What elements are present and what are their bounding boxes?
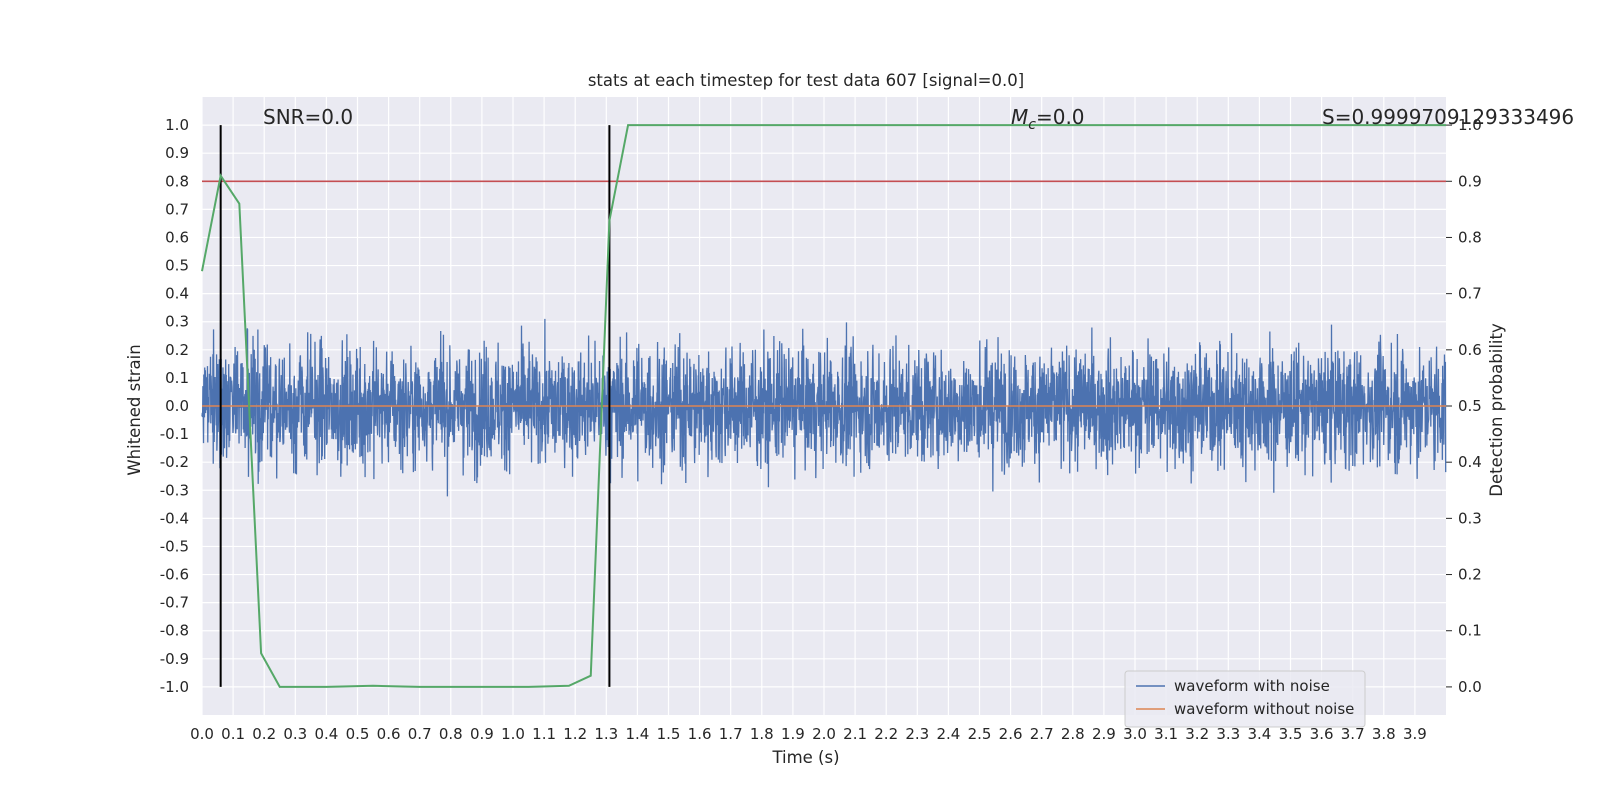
y-tick-label: 0.6 bbox=[165, 228, 189, 246]
x-tick-label: 2.6 bbox=[999, 725, 1023, 743]
legend: waveform with noise waveform without noi… bbox=[1124, 670, 1366, 728]
y-tick-label: -0.9 bbox=[160, 650, 189, 668]
y2-tick-label: 0.5 bbox=[1458, 397, 1482, 415]
y-tick-label: 0.4 bbox=[165, 285, 189, 303]
y-tick-label: -0.8 bbox=[160, 622, 189, 640]
x-tick-label: 3.9 bbox=[1403, 725, 1427, 743]
snr-annotation: SNR=0.0 bbox=[263, 105, 353, 129]
x-tick-label: 1.2 bbox=[563, 725, 587, 743]
y-tick-label: 0.0 bbox=[165, 397, 189, 415]
y-tick-label: -0.6 bbox=[160, 566, 189, 584]
y2-tick-label: 1.0 bbox=[1458, 116, 1482, 134]
y-tick-label: 0.2 bbox=[165, 341, 189, 359]
series-detection-probability bbox=[201, 124, 1446, 688]
mc-symbol: M bbox=[1011, 105, 1028, 129]
y-tick-label: 0.9 bbox=[165, 144, 189, 162]
x-tick-label: 2.8 bbox=[1061, 725, 1085, 743]
y-tick-label: -0.2 bbox=[160, 453, 189, 471]
y2-tick-label: 0.9 bbox=[1458, 172, 1482, 190]
chart-title: stats at each timestep for test data 607… bbox=[588, 71, 1024, 90]
legend-label-noise: waveform with noise bbox=[1174, 677, 1330, 695]
x-tick-label: 1.9 bbox=[781, 725, 805, 743]
x-tick-label: 3.3 bbox=[1216, 725, 1240, 743]
series-layer bbox=[201, 124, 1447, 688]
y-tick-label: 0.1 bbox=[165, 369, 189, 387]
x-tick-label: 3.5 bbox=[1279, 725, 1303, 743]
x-tick-label: 2.5 bbox=[968, 725, 992, 743]
mc-annotation: Mc=0.0 bbox=[1011, 105, 1085, 133]
x-tick-label: 0.5 bbox=[346, 725, 370, 743]
x-tick-label: 2.9 bbox=[1092, 725, 1116, 743]
y-tick-label: -0.4 bbox=[160, 509, 189, 527]
x-tick-label: 1.0 bbox=[501, 725, 525, 743]
y-tick-label: 0.5 bbox=[165, 257, 189, 275]
x-axis: 0.0 0.1 0.2 0.3 0.4 0.5 0.6 0.7 0.8 0.9 1.0 1.1 1.2 1… bbox=[190, 725, 1427, 743]
y-tick-label: 0.8 bbox=[165, 172, 189, 190]
x-tick-label: 0.0 bbox=[190, 725, 214, 743]
y-tick-label: 0.7 bbox=[165, 200, 189, 218]
y2-tick-label: 0.6 bbox=[1458, 341, 1482, 359]
x-tick-label: 1.5 bbox=[657, 725, 681, 743]
x-tick-label: 2.2 bbox=[874, 725, 898, 743]
y2-axis-label: Detection probability bbox=[1487, 323, 1506, 497]
x-tick-label: 2.3 bbox=[905, 725, 929, 743]
y-tick-label: -0.7 bbox=[160, 594, 189, 612]
y2-tick-label: 0.7 bbox=[1458, 285, 1482, 303]
x-tick-label: 0.3 bbox=[283, 725, 307, 743]
x-tick-label: 3.4 bbox=[1247, 725, 1271, 743]
y-tick-label: -0.3 bbox=[160, 481, 189, 499]
x-axis-label: Time (s) bbox=[771, 748, 839, 767]
y-tick-label: 1.0 bbox=[165, 116, 189, 134]
x-tick-label: 1.6 bbox=[688, 725, 712, 743]
legend-label-clean: waveform without noise bbox=[1174, 700, 1354, 718]
x-tick-label: 1.3 bbox=[594, 725, 618, 743]
x-tick-label: 0.1 bbox=[221, 725, 245, 743]
x-tick-label: 1.7 bbox=[719, 725, 743, 743]
y2-tick-label: 0.2 bbox=[1458, 566, 1482, 584]
s-annotation: S=0.9999709129333496 bbox=[1322, 105, 1574, 129]
x-tick-label: 0.6 bbox=[377, 725, 401, 743]
mc-subscript: c bbox=[1028, 117, 1036, 133]
x-tick-label: 1.8 bbox=[750, 725, 774, 743]
x-tick-label: 3.2 bbox=[1185, 725, 1209, 743]
x-tick-label: 2.0 bbox=[812, 725, 836, 743]
x-tick-label: 0.7 bbox=[408, 725, 432, 743]
x-tick-label: 0.2 bbox=[252, 725, 276, 743]
x-tick-label: 3.1 bbox=[1154, 725, 1178, 743]
y-axis-left: 1.0 0.9 0.8 0.7 0.6 0.5 0.4 0.3 0.2 0.1 0.0 -0.1 -0.… bbox=[160, 116, 189, 696]
x-tick-label: 2.7 bbox=[1030, 725, 1054, 743]
y-axis-right: 1.0 0.9 0.8 0.7 0.6 0.5 0.4 0.3 0.2 0.1 0.0 bbox=[1446, 116, 1482, 696]
x-tick-label: 3.0 bbox=[1123, 725, 1147, 743]
y-tick-label: -0.5 bbox=[160, 537, 189, 555]
y2-tick-label: 0.3 bbox=[1458, 509, 1482, 527]
mc-value: =0.0 bbox=[1036, 105, 1085, 129]
y-tick-label: 0.3 bbox=[165, 313, 189, 331]
x-tick-label: 1.4 bbox=[625, 725, 649, 743]
x-tick-label: 3.8 bbox=[1372, 725, 1396, 743]
y2-tick-label: 0.0 bbox=[1458, 678, 1482, 696]
y2-tick-label: 0.8 bbox=[1458, 228, 1482, 246]
y-tick-label: -0.1 bbox=[160, 425, 189, 443]
x-tick-label: 0.8 bbox=[439, 725, 463, 743]
y2-tick-label: 0.4 bbox=[1458, 453, 1482, 471]
y-tick-label: -1.0 bbox=[160, 678, 189, 696]
x-tick-label: 0.4 bbox=[314, 725, 338, 743]
y-axis-label: Whitened strain bbox=[125, 344, 144, 475]
legend-box bbox=[1124, 670, 1366, 728]
x-tick-label: 2.4 bbox=[936, 725, 960, 743]
x-tick-label: 3.7 bbox=[1341, 725, 1365, 743]
x-tick-label: 1.1 bbox=[532, 725, 556, 743]
x-tick-label: 0.9 bbox=[470, 725, 494, 743]
x-tick-label: 3.6 bbox=[1310, 725, 1334, 743]
y2-tick-label: 0.1 bbox=[1458, 622, 1482, 640]
x-tick-label: 2.1 bbox=[843, 725, 867, 743]
